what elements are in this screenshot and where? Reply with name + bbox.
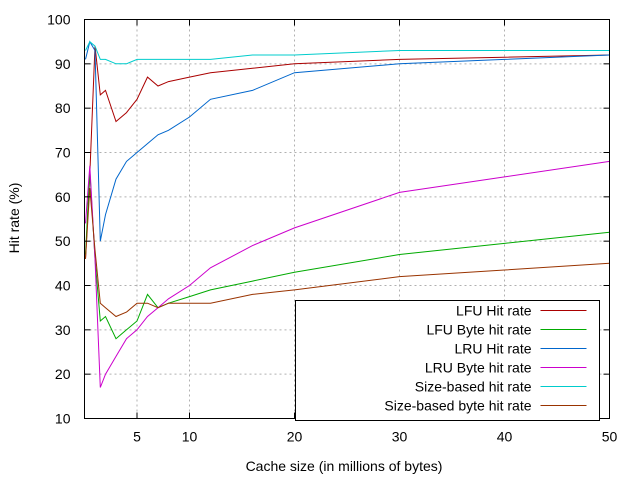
- series-line-5: [85, 187, 610, 318]
- y-tick-label: 60: [55, 189, 71, 205]
- y-tick-label: 10: [55, 411, 71, 427]
- y-tick-label: 20: [55, 366, 71, 382]
- y-tick-label: 50: [55, 233, 71, 249]
- x-tick-label: 5: [133, 429, 141, 445]
- legend-label: LRU Byte hit rate: [425, 360, 532, 376]
- y-tick-label: 80: [55, 100, 71, 116]
- legend-label: Size-based hit rate: [415, 379, 532, 395]
- series-line-4: [85, 40, 610, 65]
- y-tick-label: 90: [55, 56, 71, 72]
- x-tick-label: 10: [182, 429, 198, 445]
- series-line-3: [85, 160, 610, 388]
- y-tick-label: 30: [55, 322, 71, 338]
- x-tick-label: 20: [287, 429, 303, 445]
- x-axis-title: Cache size (in millions of bytes): [246, 458, 443, 474]
- y-tick-label: 100: [47, 12, 71, 28]
- x-tick-label: 30: [392, 429, 408, 445]
- y-axis-title: Hit rate (%): [6, 183, 22, 254]
- legend-label: LRU Hit rate: [454, 341, 531, 357]
- y-tick-label: 40: [55, 278, 71, 294]
- legend-label: Size-based byte hit rate: [384, 398, 531, 414]
- series-line-0: [85, 46, 610, 259]
- x-tick-label: 50: [602, 429, 618, 445]
- legend-label: LFU Byte hit rate: [426, 322, 531, 338]
- y-tick-label: 70: [55, 145, 71, 161]
- series-line-2: [85, 40, 610, 242]
- axis-ticks: 10 20 30 40 50 60 70 80 90 100 5 10 20 30 40 50: [47, 12, 617, 445]
- series-lines: [85, 40, 610, 388]
- legend-label: LFU Hit rate: [456, 303, 532, 319]
- legend: LFU Hit rate LFU Byte hit rate LRU Hit rat…: [295, 300, 600, 421]
- grid: [84, 19, 610, 419]
- series-line-1: [85, 170, 610, 340]
- legend-box: [295, 300, 600, 421]
- x-tick-label: 40: [497, 429, 513, 445]
